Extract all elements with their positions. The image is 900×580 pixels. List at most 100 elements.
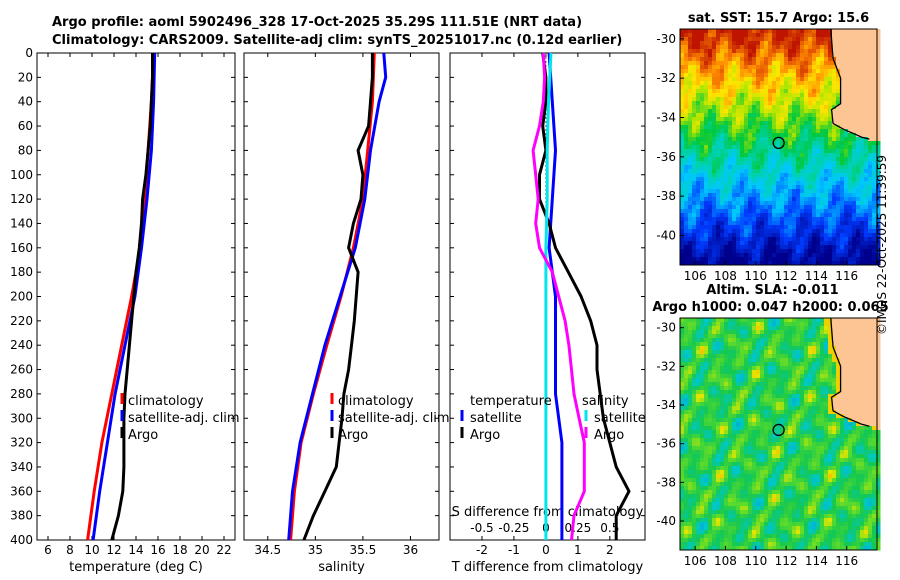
map-ytick-label-sst-map--38: -38 [656, 189, 676, 203]
xtick-label-temperature-8: 8 [66, 543, 74, 557]
map-ytick-label-sst-map--40: -40 [656, 229, 676, 243]
coastline-sla-map [830, 317, 870, 427]
ytick-label-300: 300 [10, 411, 33, 425]
xtick-label-temperature-22: 22 [216, 543, 231, 557]
top-xtick-label--0.5: -0.5 [470, 521, 493, 535]
map-xtick-label-sst-map-110: 110 [744, 269, 767, 283]
ytick-label-160: 160 [10, 241, 33, 255]
map-ytick-label-sla-map--30: -30 [656, 321, 676, 335]
map-frame-sla-map [679, 317, 878, 551]
series-line-temperature-Argo [110, 53, 154, 541]
map-cells-sst-map [680, 29, 881, 266]
coastline-sst-map [830, 28, 870, 140]
xtick-label-salinity-35: 35 [308, 543, 323, 557]
ytick-label-140: 140 [10, 216, 33, 230]
map-ytick-label-sst-map--34: -34 [656, 111, 676, 125]
map-xtick-label-sst-map-116: 116 [835, 269, 858, 283]
legend-label-2: satellite [594, 411, 646, 426]
map-xtick-label-sst-map-112: 112 [775, 269, 798, 283]
legend-label-temperature-2: Argo [128, 428, 158, 443]
ytick-label-60: 60 [18, 119, 33, 133]
map-xtick-label-sla-map-110: 110 [744, 554, 767, 568]
map-xtick-label-sst-map-108: 108 [714, 269, 737, 283]
xtick-label-temperature-20: 20 [194, 543, 209, 557]
ytick-label-280: 280 [10, 387, 33, 401]
map-ytick-label-sla-map--32: -32 [656, 359, 676, 373]
legend-label-temperature-0: climatology [128, 394, 204, 409]
xtick-label-difference--1: -1 [508, 543, 520, 557]
map-ytick-label-sla-map--34: -34 [656, 398, 676, 412]
map-ytick-label-sst-map--30: -30 [656, 32, 676, 46]
xtick-label-difference-0: 0 [542, 543, 550, 557]
xaxis-label-difference: T difference from climatology [451, 560, 644, 575]
ytick-label-40: 40 [18, 95, 33, 109]
ytick-label-80: 80 [18, 143, 33, 157]
xtick-label-temperature-16: 16 [150, 543, 165, 557]
xtick-label-difference-2: 2 [606, 543, 614, 557]
map-ytick-label-sla-map--36: -36 [656, 437, 676, 451]
xtick-label-difference-1: 1 [574, 543, 582, 557]
series-line-temperature-satellite [547, 52, 564, 540]
series-line-salinity-satellite-adj-clim [287, 52, 388, 541]
map-xtick-label-sla-map-112: 112 [775, 554, 798, 568]
legend-label-3: Argo [594, 428, 624, 443]
timestamp-stamp: ©IMOS 22-Oct-2025 11:39:59 [875, 154, 889, 335]
ytick-label-360: 360 [10, 484, 33, 498]
map-ytick-label-sst-map--32: -32 [656, 71, 676, 85]
ytick-label-380: 380 [10, 509, 33, 523]
legend-title-temperature: temperature [470, 394, 552, 409]
profile-panel-salinity: 34.5 35 35.5 36 salinity climatology satellite… [243, 52, 450, 575]
map-title-sst-map: sat. SST: 15.7 Argo: 15.6 [688, 11, 869, 26]
legend-label-0: satellite [470, 411, 522, 426]
ytick-label-180: 180 [10, 265, 33, 279]
map-xtick-label-sla-map-106: 106 [684, 554, 707, 568]
figure-title-line1: Argo profile: aoml 5902496_328 17-Oct-20… [52, 15, 583, 30]
ytick-label-400: 400 [10, 533, 33, 547]
xtick-label-temperature-6: 6 [44, 543, 52, 557]
series-line-salinity-Argo [531, 52, 586, 541]
map-title-line2-sla-map: Argo h1000: 0.047 h2000: 0.065 [652, 300, 888, 315]
ytick-label-20: 20 [18, 70, 33, 84]
legend-label-salinity-0: climatology [338, 394, 414, 409]
xtick-label-temperature-10: 10 [84, 543, 99, 557]
top-xtick-label--0.25: -0.25 [498, 521, 529, 535]
series-line-salinity-satellite [544, 52, 553, 540]
ytick-label-200: 200 [10, 290, 33, 304]
map-title-line1-sla-map: Altim. SLA: -0.011 [706, 283, 838, 298]
xtick-label-temperature-18: 18 [172, 543, 187, 557]
map-ytick-label-sla-map--38: -38 [656, 475, 676, 489]
map-panel-sst-map: 106 108 110 112 114 116 -30 -32 -34 -36 -38 -40 sat.… [656, 11, 881, 283]
map-xtick-label-sla-map-114: 114 [805, 554, 828, 568]
series-line-salinity-climatology [289, 52, 376, 541]
xtick-label-temperature-14: 14 [128, 543, 143, 557]
map-ytick-label-sla-map--40: -40 [656, 514, 676, 528]
xtick-label-difference--2: -2 [476, 543, 488, 557]
profile-panel-difference: -2 -1 0 1 2 T difference from climatology -0.5… [449, 52, 646, 575]
series-line-temperature-Argo [538, 52, 631, 540]
map-xtick-label-sla-map-116: 116 [835, 554, 858, 568]
xaxis-label-temperature: temperature (deg C) [69, 560, 203, 575]
ytick-label-260: 260 [10, 363, 33, 377]
series-line-temperature-climatology [86, 52, 156, 541]
map-frame-sst-map [679, 28, 878, 266]
top-xtick-label-0.25: 0.25 [565, 521, 592, 535]
top-xaxis-label: S difference from climatology [452, 505, 644, 520]
xtick-label-salinity-36: 36 [403, 543, 418, 557]
xtick-label-salinity-35.5: 35.5 [350, 543, 377, 557]
map-xtick-label-sst-map-106: 106 [684, 269, 707, 283]
map-xtick-label-sla-map-108: 108 [714, 554, 737, 568]
map-panel-sla-map: 106 108 110 112 114 116 -30 -32 -34 -36 -38 -40 Alti… [652, 283, 888, 568]
ytick-label-120: 120 [10, 192, 33, 206]
ytick-label-220: 220 [10, 314, 33, 328]
argo-position-marker-sst-map [772, 136, 785, 150]
figure-title-line2: Climatology: CARS2009. Satellite-adj cli… [52, 33, 623, 48]
map-xtick-label-sst-map-114: 114 [805, 269, 828, 283]
ytick-label-320: 320 [10, 436, 33, 450]
map-ytick-label-sst-map--36: -36 [656, 150, 676, 164]
xaxis-label-salinity: salinity [318, 560, 365, 575]
profile-panel-temperature: 0 20 40 60 80 100 120 140 160 180 200 220 240 260 280 3… [10, 46, 240, 575]
xtick-label-temperature-12: 12 [106, 543, 121, 557]
xtick-label-salinity-34.5: 34.5 [254, 543, 281, 557]
ytick-label-100: 100 [10, 168, 33, 182]
